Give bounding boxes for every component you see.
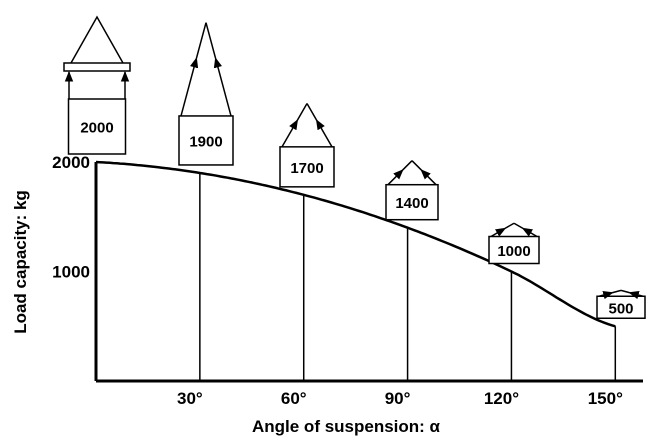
sling-load-label: 1000 [497, 243, 530, 260]
spreader-beam [63, 62, 131, 72]
load-box [178, 115, 234, 166]
sling-triangle [70, 15, 124, 64]
sling-leg [490, 227, 507, 238]
sling-leg [195, 22, 207, 59]
x-tick-label: 30° [177, 389, 203, 408]
y-tick-label: 2000 [52, 153, 90, 172]
y-tick-labels: 1000 2000 [52, 153, 90, 282]
x-tick-label: 60° [281, 389, 307, 408]
sling-leg [315, 119, 333, 148]
load-box [67, 98, 127, 155]
sling-leg [411, 160, 422, 171]
load-box [596, 295, 646, 319]
sling-leg [213, 57, 232, 117]
drop-lines [199, 172, 617, 381]
sling-diagram: 1900 [178, 22, 234, 166]
sling-leg [620, 289, 630, 294]
sling-leg [387, 169, 404, 186]
x-tick-labels: 30° 60° 90° 120° 150° [177, 389, 623, 408]
sling-leg [296, 103, 308, 121]
sling-diagram: 1700 [279, 103, 335, 188]
sling-leg [180, 57, 199, 117]
sling-leg [420, 169, 437, 186]
sling-leg [306, 103, 318, 121]
x-tick-label: 120° [484, 389, 519, 408]
load-box [385, 183, 439, 221]
x-tick-label: 150° [588, 389, 623, 408]
sling-diagram: 1400 [385, 160, 439, 221]
x-axis-title: Angle of suspension: α [252, 417, 441, 436]
x-tick-label: 90° [385, 389, 411, 408]
sling-leg [521, 227, 538, 238]
sling-leg [598, 290, 614, 300]
load-box [488, 235, 540, 265]
sling-load-label: 2000 [80, 120, 113, 137]
sling-load-label: 1400 [395, 195, 428, 212]
y-tick-label: 1000 [52, 263, 90, 282]
sling-load-label: 1900 [189, 133, 222, 150]
load-box [279, 146, 335, 188]
sling-diagram: 2000 [63, 15, 131, 155]
sling-load-label: 1700 [290, 160, 323, 177]
sling-leg [402, 160, 413, 171]
sling-leg [612, 289, 622, 294]
sling-leg [628, 290, 644, 300]
sling-leg [513, 222, 524, 229]
sling-leg [281, 119, 299, 148]
sling-load-label: 500 [608, 300, 633, 317]
sling-diagram: 1000 [488, 222, 540, 265]
load-capacity-curve [95, 160, 616, 328]
sling-leg [205, 22, 217, 59]
sling-diagram: 500 [596, 289, 646, 319]
sling-leg [504, 222, 515, 229]
sling-diagrams: 2000 1900 1700 1400 1000 500 [63, 15, 646, 319]
axes [94, 162, 643, 383]
y-axis-title: Load capacity: kg [11, 190, 30, 334]
